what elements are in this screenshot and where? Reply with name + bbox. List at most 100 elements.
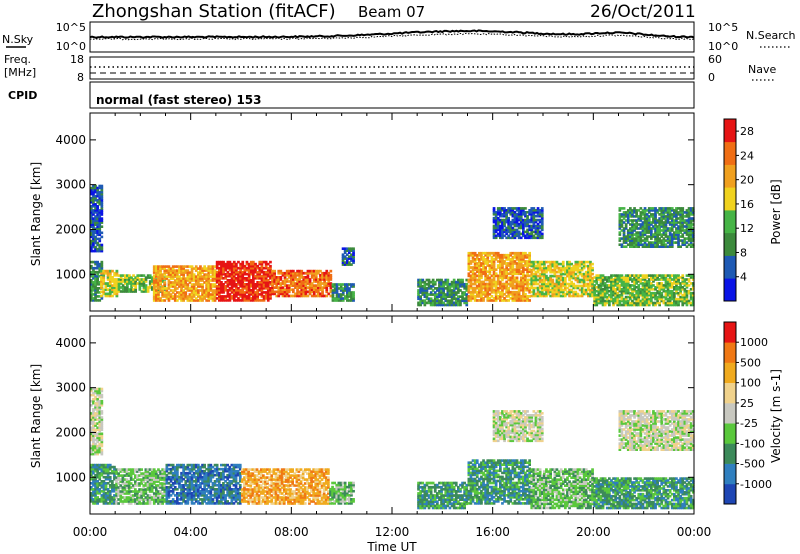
- heatmap-cell: [528, 286, 531, 290]
- heatmap-cell: [526, 214, 529, 218]
- heatmap-cell: [92, 219, 95, 222]
- heatmap-cell: [279, 271, 283, 275]
- heatmap-cell: [666, 280, 670, 283]
- heatmap-cell: [501, 218, 504, 222]
- heatmap-cell: [90, 285, 93, 288]
- heatmap-cell: [536, 262, 540, 266]
- heatmap-cell: [488, 264, 492, 267]
- heatmap-cell: [566, 268, 569, 272]
- heatmap-cell: [675, 282, 678, 285]
- heatmap-cell: [427, 297, 431, 301]
- heatmap-cell: [631, 278, 634, 281]
- heatmap-cell: [115, 470, 118, 473]
- heatmap-cell: [507, 299, 510, 302]
- heatmap-cell: [96, 217, 99, 220]
- heatmap-cell: [637, 219, 641, 222]
- heatmap-cell: [150, 288, 154, 291]
- heatmap-cell: [157, 281, 160, 284]
- heatmap-cell: [536, 228, 540, 232]
- heatmap-cell: [96, 264, 99, 268]
- heatmap-cell: [515, 214, 519, 218]
- heatmap-cell: [165, 295, 169, 298]
- heatmap-cell: [310, 282, 314, 285]
- heatmap-cell: [125, 470, 129, 473]
- heatmap-cell: [130, 286, 133, 289]
- heatmap-cell: [452, 287, 456, 290]
- heatmap-cell: [304, 288, 308, 292]
- heatmap-cell: [471, 297, 475, 300]
- heatmap-cell: [235, 285, 238, 288]
- heatmap-cell: [450, 293, 454, 296]
- heatmap-cell: [123, 474, 127, 477]
- heatmap-cell: [595, 278, 599, 281]
- heatmap-cell: [260, 281, 264, 284]
- heatmap-cell: [647, 225, 651, 228]
- heatmap-cell: [442, 284, 445, 288]
- heatmap-cell: [685, 274, 689, 277]
- heatmap-cell: [98, 484, 102, 487]
- heatmap-cell: [207, 295, 211, 298]
- heatmap-cell: [647, 282, 651, 285]
- heatmap-cell: [511, 299, 515, 302]
- heatmap-cell: [480, 256, 483, 259]
- heatmap-cell: [100, 496, 104, 499]
- heatmap-cell: [626, 301, 630, 305]
- heatmap-cell: [341, 261, 345, 264]
- heatmap-cell: [94, 291, 97, 294]
- heatmap-cell: [121, 278, 125, 281]
- heatmap-cell: [522, 290, 525, 294]
- heatmap-cell: [662, 213, 666, 216]
- heatmap-cell: [308, 286, 312, 289]
- heatmap-cell: [664, 291, 668, 295]
- heatmap-cell: [679, 245, 682, 248]
- heatmap-cell: [675, 237, 678, 240]
- heatmap-cell: [341, 297, 345, 300]
- heatmap-cell: [522, 230, 525, 234]
- heatmap-cell: [96, 215, 99, 218]
- heatmap-cell: [666, 245, 670, 248]
- heatmap-cell: [572, 284, 576, 288]
- heatmap-cell: [237, 289, 240, 292]
- heatmap-cell: [679, 284, 682, 287]
- heatmap-cell: [494, 228, 498, 232]
- heatmap-cell: [673, 278, 676, 281]
- heatmap-cell: [589, 270, 592, 274]
- heatmap-cell: [444, 297, 448, 301]
- heatmap-cell: [113, 496, 116, 499]
- heatmap-cell: [622, 286, 626, 289]
- heatmap-cell: [515, 268, 519, 271]
- heatmap-cell: [553, 294, 557, 298]
- heatmap-cell: [624, 235, 628, 238]
- heatmap-cell: [92, 188, 95, 192]
- heatmap-cell: [226, 270, 230, 274]
- heatmap-cell: [687, 289, 691, 293]
- heatmap-cell: [629, 301, 632, 305]
- heatmap-cell: [341, 299, 345, 302]
- heatmap-cell: [247, 262, 251, 266]
- heatmap-cell: [169, 297, 173, 300]
- heatmap-cell: [92, 463, 95, 467]
- heatmap-cell: [587, 264, 590, 268]
- heatmap-cell: [180, 267, 183, 270]
- heatmap-cell: [232, 277, 236, 280]
- nsearch-tick-top: 10^5: [708, 21, 738, 34]
- heatmap-cell: [94, 188, 97, 192]
- heatmap-cell: [90, 247, 93, 251]
- heatmap-cell: [108, 271, 112, 275]
- heatmap-cell: [92, 194, 95, 198]
- heatmap-cell: [582, 272, 586, 276]
- heatmap-cell: [127, 480, 131, 483]
- heatmap-cell: [94, 467, 97, 471]
- heatmap-cell: [163, 273, 167, 276]
- heatmap-cell: [662, 211, 666, 214]
- heatmap-cell: [100, 205, 104, 208]
- heatmap-cell: [647, 231, 651, 234]
- heatmap-cell: [528, 258, 531, 261]
- heatmap-cell: [92, 484, 95, 487]
- heatmap-cell: [94, 211, 97, 214]
- heatmap-cell: [601, 303, 605, 307]
- heatmap-cell: [469, 286, 473, 290]
- heatmap-cell: [652, 301, 655, 305]
- heatmap-cell: [643, 225, 647, 228]
- heatmap-cell: [501, 299, 504, 302]
